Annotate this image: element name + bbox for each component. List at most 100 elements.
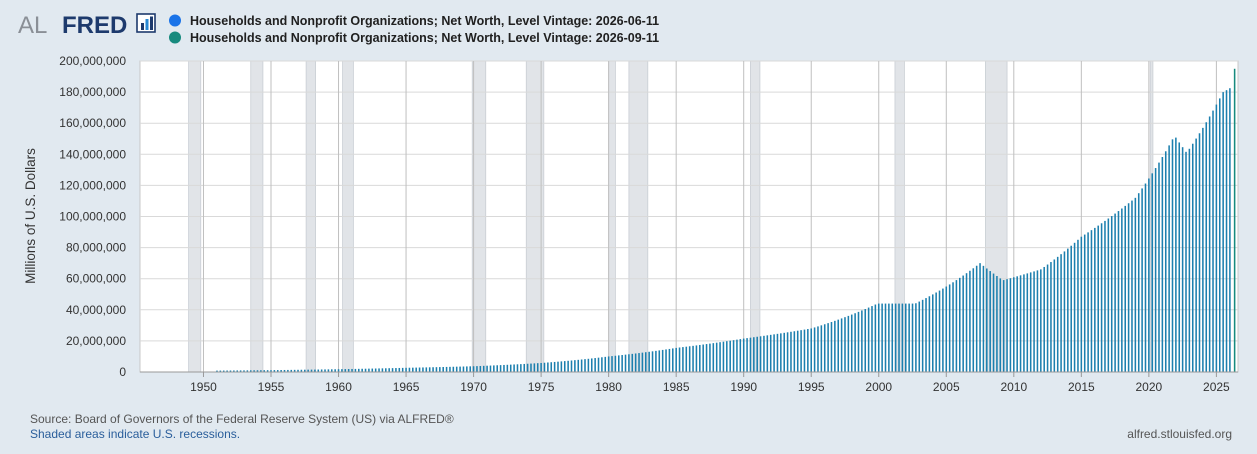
bar-vintage-2026-06-11 bbox=[800, 330, 802, 372]
bar-vintage-2026-06-11 bbox=[1154, 168, 1157, 372]
bar-vintage-2026-06-11 bbox=[904, 303, 907, 372]
legend-label: Households and Nonprofit Organizations; … bbox=[190, 14, 659, 28]
y-tick-label: 140,000,000 bbox=[59, 147, 126, 161]
bar-vintage-2026-06-11 bbox=[344, 369, 347, 372]
bar-vintage-2026-06-11 bbox=[1043, 266, 1045, 372]
bar-vintage-2026-06-11 bbox=[479, 365, 482, 372]
bar-vintage-2026-06-11 bbox=[1148, 178, 1150, 372]
bar-vintage-2026-06-11 bbox=[243, 370, 245, 372]
bar-vintage-2026-06-11 bbox=[1094, 227, 1096, 372]
bar-vintage-2026-06-11 bbox=[435, 367, 438, 372]
y-tick-label: 60,000,000 bbox=[66, 272, 126, 286]
x-tick-label: 2025 bbox=[1203, 380, 1230, 394]
bar-vintage-2026-06-11 bbox=[722, 341, 725, 372]
bar-vintage-2026-06-11 bbox=[287, 369, 289, 372]
bar-vintage-2026-06-11 bbox=[530, 363, 532, 372]
bar-vintage-2026-06-11 bbox=[567, 360, 569, 372]
bar-vintage-2026-06-11 bbox=[1097, 225, 1099, 372]
bar-vintage-2026-06-11 bbox=[705, 344, 708, 372]
bar-vintage-2026-06-11 bbox=[921, 299, 924, 372]
bar-vintage-2026-06-11 bbox=[422, 367, 424, 372]
bar-vintage-2026-06-11 bbox=[1127, 203, 1130, 372]
x-tick-label: 2015 bbox=[1068, 380, 1095, 394]
bar-vintage-2026-06-11 bbox=[655, 350, 657, 372]
alfred-logo[interactable]: AL FRED bbox=[18, 12, 156, 39]
bar-vintage-2026-06-11 bbox=[533, 363, 536, 372]
bar-vintage-2026-06-11 bbox=[1164, 151, 1167, 372]
bar-vintage-2026-06-11 bbox=[1144, 183, 1147, 372]
bar-vintage-2026-06-11 bbox=[813, 327, 816, 372]
bar-vintage-2026-06-11 bbox=[388, 368, 390, 372]
bar-vintage-2026-06-11 bbox=[1188, 148, 1191, 372]
legend-label: Households and Nonprofit Organizations; … bbox=[190, 31, 659, 45]
bar-vintage-2026-06-11 bbox=[645, 352, 647, 372]
bar-vintage-2026-06-11 bbox=[604, 356, 607, 372]
bar-vintage-2026-06-11 bbox=[867, 307, 870, 372]
bar-vintage-2026-06-11 bbox=[830, 321, 833, 372]
bar-vintage-2026-06-11 bbox=[496, 365, 498, 372]
recession-note-link[interactable]: Shaded areas indicate U.S. recessions. bbox=[30, 427, 240, 441]
bar-vintage-2026-06-11 bbox=[368, 368, 370, 372]
bar-vintage-2026-06-11 bbox=[1104, 220, 1106, 372]
bar-vintage-2026-06-11 bbox=[222, 370, 225, 372]
bar-vintage-2026-06-11 bbox=[759, 336, 762, 372]
bar-vintage-2026-06-11 bbox=[1212, 110, 1214, 372]
y-tick-label: 180,000,000 bbox=[59, 85, 126, 99]
bar-vintage-2026-06-11 bbox=[763, 335, 765, 372]
bar-vintage-2026-06-11 bbox=[229, 370, 232, 372]
bar-vintage-2026-06-11 bbox=[975, 265, 978, 372]
bar-vintage-2026-06-11 bbox=[1208, 116, 1211, 372]
bar-vintage-2026-06-11 bbox=[445, 366, 448, 372]
y-tick-label: 160,000,000 bbox=[59, 116, 126, 130]
bar-vintage-2026-06-11 bbox=[1202, 127, 1204, 373]
bar-vintage-2026-06-11 bbox=[719, 342, 721, 372]
bar-vintage-2026-06-11 bbox=[1077, 239, 1079, 372]
bar-vintage-2026-06-11 bbox=[428, 367, 431, 372]
bar-vintage-2026-06-11 bbox=[702, 344, 704, 372]
bar-vintage-2026-06-11 bbox=[739, 339, 742, 372]
bar-vintage-2026-06-11 bbox=[482, 365, 485, 372]
bar-vintage-2026-06-11 bbox=[547, 362, 549, 372]
bar-vintage-2026-06-11 bbox=[374, 368, 377, 372]
bar-vintage-2026-06-11 bbox=[1036, 270, 1039, 372]
bar-vintage-2026-06-11 bbox=[661, 349, 664, 372]
bar-vintage-2026-06-11 bbox=[817, 326, 819, 372]
legend-item-vintage-2026-09-11[interactable]: Households and Nonprofit Organizations; … bbox=[169, 31, 659, 45]
logo-fred-text: FRED bbox=[62, 12, 127, 39]
bar-vintage-2026-06-11 bbox=[597, 357, 600, 372]
bar-vintage-2026-06-11 bbox=[536, 363, 539, 372]
bar-vintage-2026-06-11 bbox=[1225, 90, 1228, 372]
x-tick-label: 1975 bbox=[528, 380, 555, 394]
bar-vintage-2026-06-11 bbox=[401, 367, 404, 372]
bar-vintage-2026-06-11 bbox=[962, 275, 964, 372]
bar-vintage-2026-06-11 bbox=[874, 304, 877, 372]
site-url[interactable]: alfred.stlouisfed.org bbox=[1127, 427, 1232, 441]
bar-vintage-2026-06-11 bbox=[391, 368, 394, 372]
bar-vintage-2026-06-11 bbox=[1073, 242, 1076, 372]
bar-vintage-2026-06-11 bbox=[638, 353, 640, 372]
bar-vintage-2026-06-11 bbox=[327, 369, 330, 372]
bar-vintage-2026-06-11 bbox=[293, 369, 296, 372]
bar-vintage-2026-06-11 bbox=[986, 268, 988, 372]
bar-vintage-2026-06-11 bbox=[1134, 197, 1137, 372]
bar-vintage-2026-06-11 bbox=[1215, 104, 1218, 372]
bar-vintage-2026-06-11 bbox=[1009, 278, 1012, 372]
bar-vintage-2026-06-11 bbox=[1218, 98, 1221, 373]
bar-vintage-2026-06-11 bbox=[935, 292, 937, 372]
legend-item-vintage-2026-06-11[interactable]: Households and Nonprofit Organizations; … bbox=[169, 14, 659, 28]
bar-vintage-2026-06-11 bbox=[972, 268, 975, 372]
bar-vintage-2026-06-11 bbox=[341, 369, 343, 372]
bar-vintage-2026-06-11 bbox=[364, 368, 367, 372]
bar-vintage-2026-06-11 bbox=[746, 338, 748, 372]
bar-vintage-2026-06-11 bbox=[1222, 92, 1224, 372]
x-tick-label: 2005 bbox=[933, 380, 960, 394]
bar-vintage-2026-06-11 bbox=[955, 280, 958, 372]
bar-vintage-2026-06-11 bbox=[749, 337, 752, 372]
bar-vintage-2026-06-11 bbox=[1026, 273, 1029, 372]
bar-vintage-2026-06-11 bbox=[780, 333, 782, 372]
bar-vintage-2026-06-11 bbox=[1100, 223, 1103, 372]
bar-vintage-2026-06-11 bbox=[952, 282, 954, 372]
bar-vintage-2026-06-11 bbox=[617, 355, 620, 372]
y-tick-label: 20,000,000 bbox=[66, 334, 126, 348]
bar-vintage-2026-09-11 bbox=[1233, 68, 1236, 373]
